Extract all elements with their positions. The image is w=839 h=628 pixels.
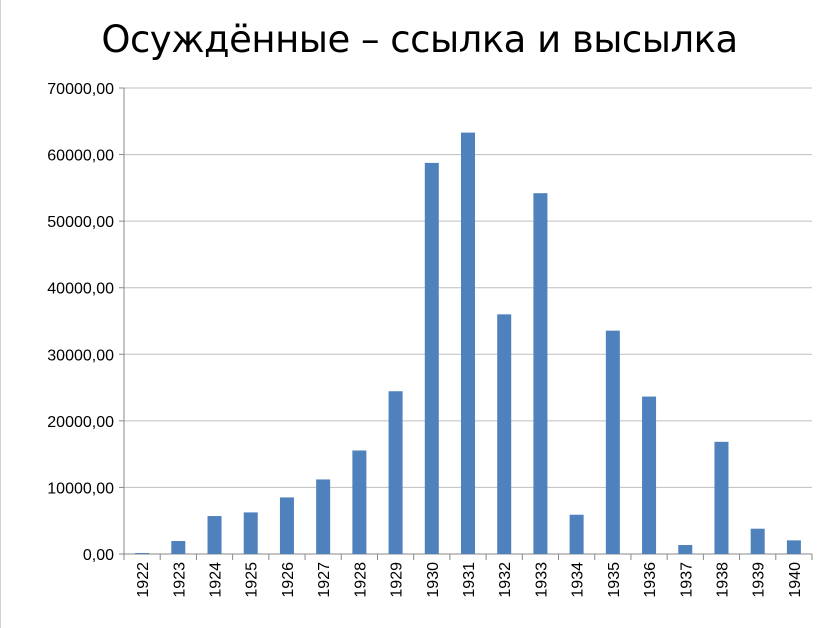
x-tick-label: 1924: [208, 562, 225, 598]
x-tick-label: 1922: [135, 562, 152, 598]
bar-1927: [316, 479, 331, 554]
bar-1933: [533, 193, 548, 554]
bar-1938: [714, 441, 729, 554]
x-tick-label: 1938: [714, 562, 731, 598]
y-tick-label: 40000,00: [47, 281, 114, 298]
x-tick-label: 1933: [533, 562, 550, 598]
x-tick-label: 1930: [425, 562, 442, 598]
x-tick-label: 1935: [606, 562, 623, 598]
bar-1931: [461, 132, 475, 555]
y-tick-label: 10000,00: [47, 480, 114, 497]
x-tick-label: 1937: [678, 562, 695, 598]
bar-1937: [678, 545, 693, 554]
bar-1924: [207, 516, 222, 554]
bar-1930: [424, 162, 439, 554]
x-tick-label: 1934: [570, 562, 587, 598]
y-tick-label: 50000,00: [47, 214, 114, 231]
bar-1922: [135, 553, 150, 554]
bar-1939: [750, 528, 765, 554]
x-tick-label: 1926: [280, 562, 297, 598]
x-tick-label: 1932: [497, 562, 514, 598]
x-tick-label: 1939: [751, 562, 768, 598]
y-tick-label: 0,00: [83, 547, 114, 564]
y-tick-label: 60000,00: [47, 148, 114, 165]
y-tick-label: 70000,00: [47, 81, 114, 98]
bar-1936: [642, 396, 657, 554]
bar-1934: [569, 514, 584, 554]
x-tick-label: 1927: [316, 562, 333, 598]
bar-1932: [497, 314, 512, 554]
y-tick-label: 20000,00: [47, 414, 114, 431]
x-tick-label: 1931: [461, 562, 478, 598]
bar-1940: [786, 540, 801, 554]
bar-1935: [605, 330, 620, 554]
bar-1928: [352, 450, 367, 554]
bar-1929: [388, 391, 403, 554]
bar-1925: [243, 512, 258, 554]
x-tick-label: 1925: [244, 562, 261, 598]
x-tick-label: 1940: [787, 562, 804, 598]
x-tick-label: 1936: [642, 562, 659, 598]
x-tick-label: 1928: [352, 562, 369, 598]
y-tick-label: 30000,00: [47, 347, 114, 364]
bar-1923: [171, 541, 186, 554]
chart-title: Осуждённые – ссылка и высылка: [101, 18, 738, 61]
x-tick-label: 1929: [389, 562, 406, 598]
bar-1926: [279, 497, 294, 554]
x-tick-label: 1923: [171, 562, 188, 598]
